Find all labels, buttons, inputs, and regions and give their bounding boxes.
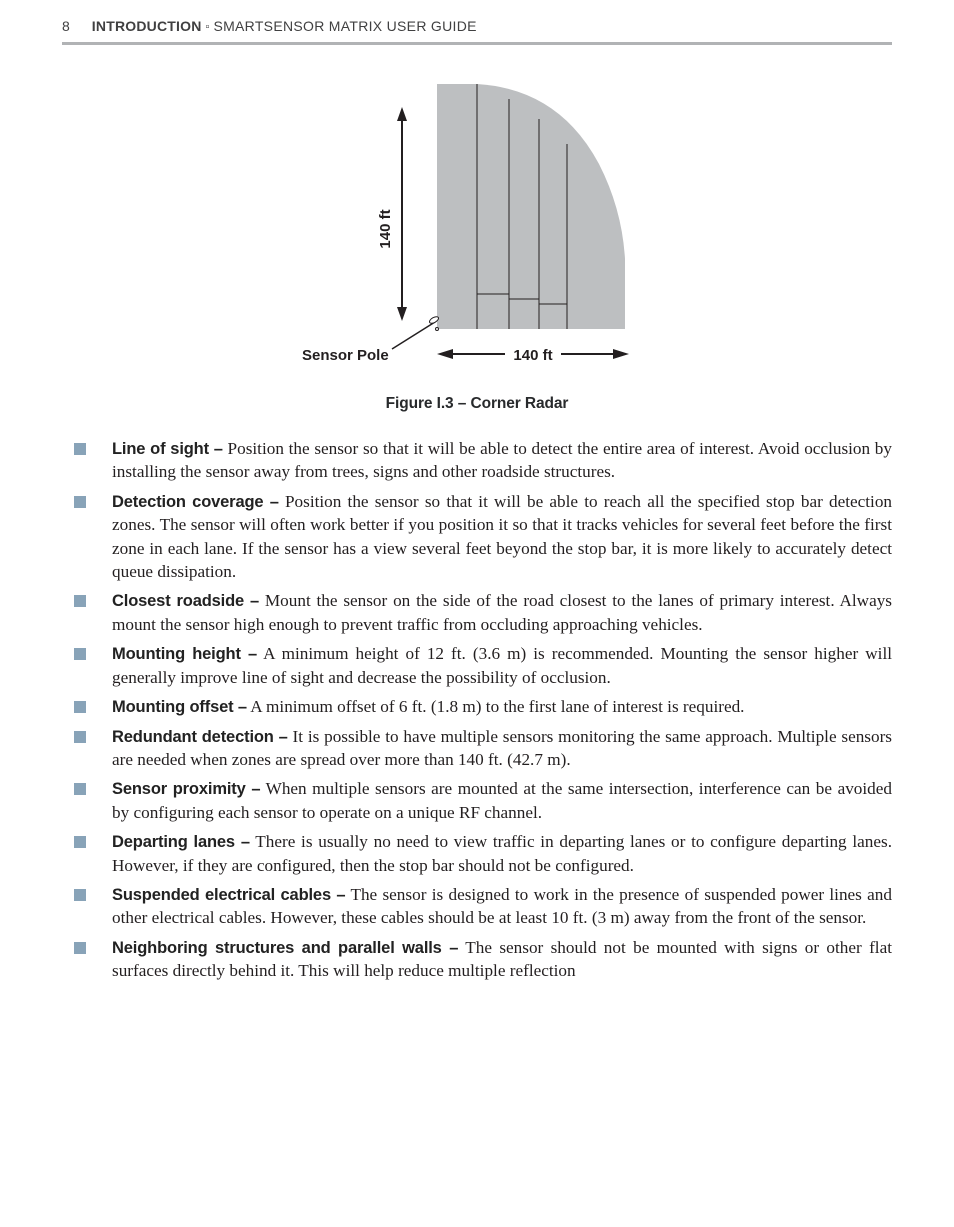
bullet-title: Detection coverage – [112,493,279,511]
list-item: Departing lanes – There is usually no ne… [72,830,892,877]
list-item: Detection coverage – Position the sensor… [72,490,892,584]
corner-radar-diagram-svg: 140 ft Sensor Pole 140 ft [277,79,677,379]
figure-corner-radar: 140 ft Sensor Pole 140 ft Figure I.3 – C… [62,79,892,413]
divider-glyph: ▫ [206,21,210,33]
pole-pointer [392,322,435,349]
bullet-title: Redundant detection – [112,728,288,746]
bullet-title: Line of sight – [112,440,223,458]
figure-caption: Figure I.3 – Corner Radar [386,395,569,413]
vdim-arrow-top [397,107,407,121]
hdim-label: 140 ft [513,347,552,364]
list-item: Redundant detection – It is possible to … [72,725,892,772]
list-item: Mounting offset – A minimum offset of 6 … [72,695,892,718]
page-number: 8 [62,18,70,34]
bullet-title: Closest roadside – [112,592,259,610]
bullet-title: Departing lanes – [112,833,250,851]
list-item: Line of sight – Position the sensor so t… [72,437,892,484]
pole-label: Sensor Pole [302,347,389,364]
page-header: 8 INTRODUCTION ▫ SMARTSENSOR MATRIX USER… [62,18,892,45]
list-item: Suspended electrical cables – The sensor… [72,883,892,930]
bullet-title: Mounting height – [112,645,257,663]
doc-title: SMARTSENSOR MATRIX USER GUIDE [213,18,476,34]
bullet-title: Suspended electrical cables – [112,886,345,904]
list-item: Sensor proximity – When multiple sensors… [72,777,892,824]
hdim-arrow-l [437,349,453,359]
bullet-body: A minimum offset of 6 ft. (1.8 m) to the… [247,697,745,716]
sensor-dot [436,328,439,331]
vdim-label: 140 ft [377,209,394,248]
list-item: Closest roadside – Mount the sensor on t… [72,589,892,636]
vdim-arrow-bot [397,307,407,321]
bullet-title: Sensor proximity – [112,780,260,798]
bullet-body: Position the sensor so that it will be a… [112,439,892,481]
chapter-name: INTRODUCTION [92,18,202,34]
bullet-title: Mounting offset – [112,698,247,716]
list-item: Mounting height – A minimum height of 12… [72,642,892,689]
hdim-arrow-r [613,349,629,359]
header-text: INTRODUCTION ▫ SMARTSENSOR MATRIX USER G… [92,18,477,36]
detection-zone-shape [437,84,625,329]
bullet-list: Line of sight – Position the sensor so t… [62,437,892,983]
list-item: Neighboring structures and parallel wall… [72,936,892,983]
bullet-title: Neighboring structures and parallel wall… [112,939,458,957]
